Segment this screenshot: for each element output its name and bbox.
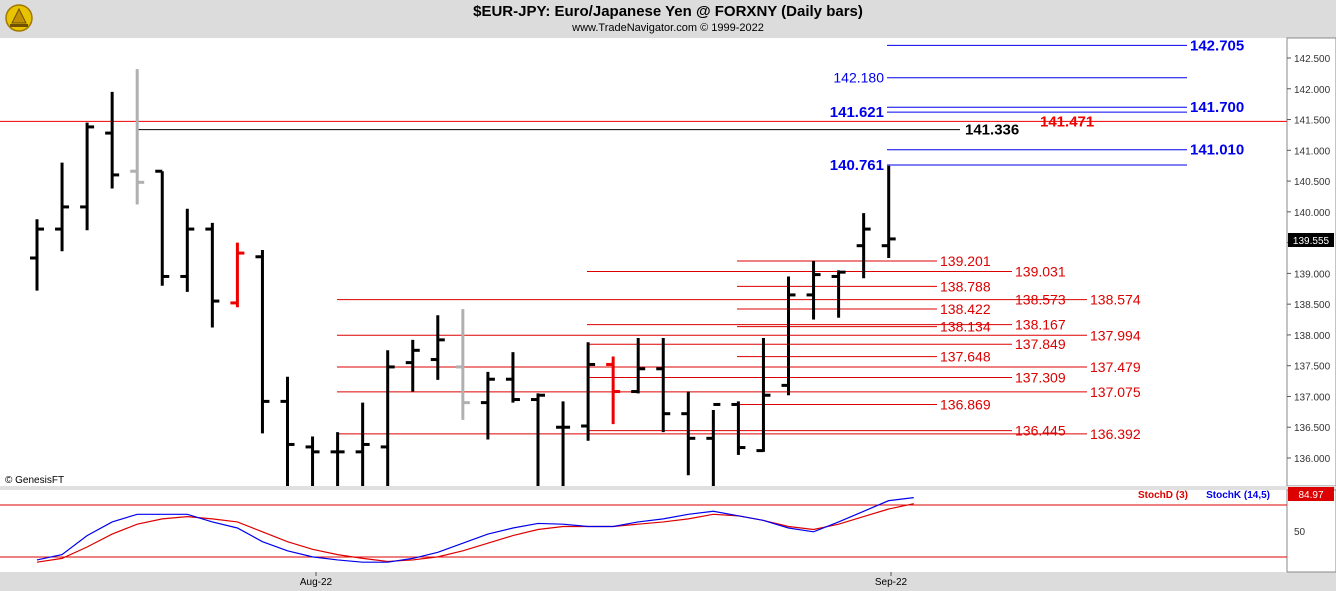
level-label: 137.849 — [1015, 336, 1066, 352]
level-label: 141.471 — [1040, 113, 1094, 130]
price-tick-label: 140.000 — [1294, 208, 1331, 219]
level-label: 141.700 — [1190, 99, 1244, 116]
indicator-axis-label: 50 — [1294, 527, 1306, 538]
last-price-label: 139.555 — [1293, 236, 1330, 247]
trade-navigator-logo-icon — [5, 4, 33, 32]
price-tick-label: 138.500 — [1294, 300, 1331, 311]
level-label: 141.010 — [1190, 142, 1244, 159]
level-label: 138.574 — [1090, 292, 1141, 308]
price-tick-label: 141.000 — [1294, 146, 1331, 157]
indicator-last-box — [1288, 487, 1334, 501]
price-tick-label: 142.000 — [1294, 85, 1331, 96]
price-panel-background — [0, 38, 1287, 486]
ohlc-bars — [30, 69, 896, 486]
level-label: 138.422 — [940, 301, 991, 317]
price-axis-ticks: 142.500 142.000 141.500 141.000 140.500 140.0… — [1287, 54, 1331, 465]
level-label: 137.075 — [1090, 384, 1141, 400]
price-tick-label: 138.000 — [1294, 331, 1331, 342]
level-label: 136.869 — [940, 397, 991, 413]
last-price-box — [1288, 233, 1334, 247]
indicator-last-value: 84.97 — [1298, 490, 1323, 501]
price-tick-label: 139.000 — [1294, 269, 1331, 280]
indicator-panel-background — [0, 490, 1287, 572]
level-label: 138.788 — [940, 278, 991, 294]
price-axis — [1286, 37, 1336, 487]
price-tick-label: 137.500 — [1294, 362, 1331, 373]
level-label: 138.134 — [940, 319, 991, 335]
level-label: 141.621 — [830, 104, 884, 121]
chart-title: $EUR-JPY: Euro/Japanese Yen @ FORXNY (Da… — [473, 3, 863, 20]
stochk-legend: StochK (14,5) — [1206, 490, 1270, 501]
level-label: 137.309 — [1015, 369, 1066, 385]
level-label: 139.201 — [940, 253, 991, 269]
level-label: 142.180 — [833, 70, 884, 86]
indicator-axis — [1286, 489, 1336, 573]
price-tick-label: 142.500 — [1294, 54, 1331, 65]
level-label: 140.761 — [830, 157, 884, 174]
x-label-sep: Sep-22 — [875, 577, 908, 588]
level-label: 136.445 — [1015, 423, 1066, 439]
price-tick-label: 136.000 — [1294, 454, 1331, 465]
price-tick-label: 141.500 — [1294, 116, 1331, 127]
stochd-legend: StochD (3) — [1138, 490, 1188, 501]
panel-separator[interactable] — [0, 486, 1336, 490]
level-label: 139.031 — [1015, 263, 1066, 279]
level-label: 138.167 — [1015, 317, 1066, 333]
level-label: 136.392 — [1090, 426, 1141, 442]
price-tick-label: 140.500 — [1294, 177, 1331, 188]
level-label: 137.479 — [1090, 359, 1141, 375]
level-label: 141.336 — [965, 122, 1019, 139]
x-label-aug: Aug-22 — [300, 577, 333, 588]
level-label: 137.648 — [940, 349, 991, 365]
chart-subtitle: www.TradeNavigator.com © 1999-2022 — [572, 22, 764, 34]
stochk-line — [36, 497, 914, 563]
copyright-note: © GenesisFT — [5, 475, 64, 486]
price-tick-label: 136.500 — [1294, 423, 1331, 434]
price-tick-label: 137.000 — [1294, 392, 1331, 403]
level-label: 142.705 — [1190, 37, 1244, 54]
chart-header: $EUR-JPY: Euro/Japanese Yen @ FORXNY (Da… — [0, 0, 1336, 38]
time-axis — [0, 572, 1287, 591]
level-label: 137.994 — [1090, 327, 1141, 343]
